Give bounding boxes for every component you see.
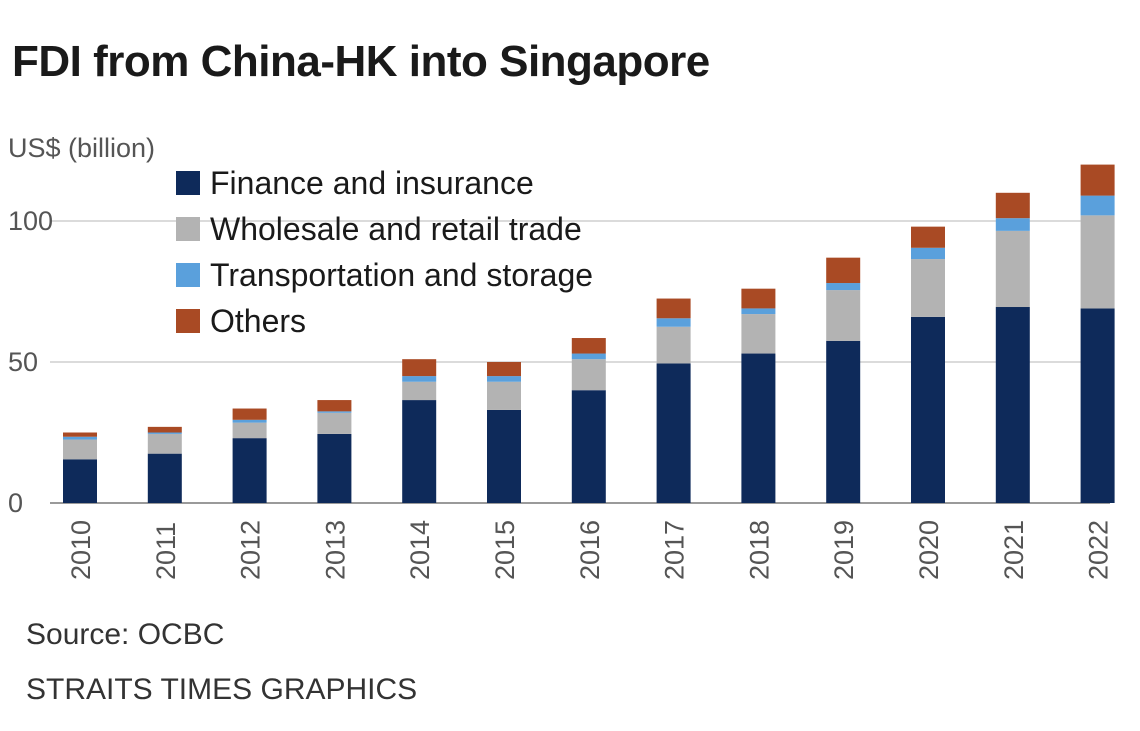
x-tick-label: 2022 <box>1084 520 1114 580</box>
source-note: Source: OCBC <box>26 618 225 651</box>
y-tick-label: 50 <box>8 347 38 377</box>
bar-segment-2022-wholesale-and-retail-trade <box>1080 215 1115 309</box>
x-tick-label: 2018 <box>744 520 774 580</box>
legend-swatch <box>176 309 200 333</box>
bar-segment-2010-finance-and-insurance <box>63 459 97 503</box>
bar-segment-2021-finance-and-insurance <box>995 307 1030 503</box>
y-tick-labels: 0 50 100 <box>8 206 53 518</box>
bar-segment-2021-others <box>995 192 1030 219</box>
legend-item: Wholesale and retail trade <box>176 206 593 252</box>
bar-segment-2017-wholesale-and-retail-trade <box>656 326 691 364</box>
x-tick-label: 2016 <box>575 520 605 580</box>
bars <box>63 164 1115 503</box>
legend-item: Transportation and storage <box>176 252 593 298</box>
x-tick-label: 2011 <box>151 522 181 580</box>
legend-swatch <box>176 171 200 195</box>
bar-segment-2010-wholesale-and-retail-trade <box>63 439 97 460</box>
bar-segment-2016-wholesale-and-retail-trade <box>571 359 606 391</box>
bar-segment-2012-others <box>232 408 267 420</box>
bar-segment-2019-wholesale-and-retail-trade <box>826 290 861 341</box>
bar-segment-2019-others <box>826 257 861 284</box>
bar-segment-2018-finance-and-insurance <box>741 353 776 503</box>
bar-segment-2014-others <box>402 359 437 377</box>
y-tick-label: 100 <box>8 206 53 236</box>
x-tick-label: 2013 <box>320 520 350 580</box>
bar-segment-2012-finance-and-insurance <box>232 438 267 503</box>
legend-label: Others <box>210 303 307 339</box>
bar-segment-2018-transportation-and-storage <box>741 308 776 315</box>
bar-segment-2016-finance-and-insurance <box>571 390 606 503</box>
legend-swatch <box>176 263 200 287</box>
legend-label: Transportation and storage <box>210 257 594 293</box>
x-tick-label: 2021 <box>999 520 1029 580</box>
x-tick-label: 2010 <box>66 520 96 580</box>
x-tick-label: 2014 <box>405 520 435 580</box>
x-tick-labels: 2010 2011 2012 2013 2014 2015 2016 2017 2018 2019… <box>66 520 1114 580</box>
chart-title: FDI from China-HK into Singapore <box>12 37 710 86</box>
y-axis-label: US$ (billion) <box>8 133 156 163</box>
bar-segment-2015-wholesale-and-retail-trade <box>487 381 521 410</box>
x-tick-label: 2019 <box>829 520 859 580</box>
bar-segment-2021-wholesale-and-retail-trade <box>995 230 1030 308</box>
bar-segment-2012-wholesale-and-retail-trade <box>232 422 267 439</box>
bar-segment-2013-transportation-and-storage <box>317 411 352 413</box>
bar-segment-2017-finance-and-insurance <box>656 363 691 503</box>
x-tick-label: 2017 <box>660 520 690 580</box>
bar-segment-2020-finance-and-insurance <box>911 316 945 503</box>
bar-segment-2019-transportation-and-storage <box>826 283 861 291</box>
x-tick-label: 2015 <box>490 520 520 580</box>
x-tick-label: 2012 <box>236 520 266 580</box>
bar-segment-2016-others <box>571 338 606 354</box>
bar-segment-2012-transportation-and-storage <box>232 419 267 423</box>
legend-item: Finance and insurance <box>176 160 593 206</box>
x-tick-label: 2020 <box>914 520 944 580</box>
bar-segment-2020-wholesale-and-retail-trade <box>911 259 945 317</box>
bar-segment-2017-transportation-and-storage <box>656 318 691 327</box>
y-tick-label: 0 <box>8 488 23 518</box>
bar-segment-2022-finance-and-insurance <box>1080 308 1115 503</box>
bar-segment-2022-transportation-and-storage <box>1080 195 1115 216</box>
bar-segment-2015-transportation-and-storage <box>487 376 521 382</box>
bar-segment-2010-transportation-and-storage <box>63 436 97 440</box>
bar-segment-2014-finance-and-insurance <box>402 400 437 503</box>
bar-segment-2014-wholesale-and-retail-trade <box>402 381 437 401</box>
bar-segment-2018-others <box>741 288 776 309</box>
graphics-credit: STRAITS TIMES GRAPHICS <box>26 673 418 706</box>
bar-segment-2011-transportation-and-storage <box>147 432 182 434</box>
bar-segment-2011-others <box>147 426 182 433</box>
bar-segment-2016-transportation-and-storage <box>571 353 606 360</box>
bar-segment-2022-others <box>1080 164 1115 196</box>
legend-item: Others <box>176 298 593 344</box>
bar-segment-2019-finance-and-insurance <box>826 340 861 503</box>
bar-segment-2021-transportation-and-storage <box>995 218 1030 231</box>
bar-segment-2010-others <box>63 432 97 437</box>
bar-segment-2013-finance-and-insurance <box>317 433 352 503</box>
bar-segment-2014-transportation-and-storage <box>402 376 437 382</box>
bar-segment-2015-others <box>487 362 521 377</box>
bar-segment-2011-wholesale-and-retail-trade <box>147 433 182 454</box>
legend: Finance and insurance Wholesale and retai… <box>176 160 593 344</box>
legend-label: Wholesale and retail trade <box>210 211 582 247</box>
bar-segment-2017-others <box>656 298 691 319</box>
bar-segment-2011-finance-and-insurance <box>147 453 182 503</box>
bar-segment-2020-transportation-and-storage <box>911 247 945 260</box>
bar-segment-2018-wholesale-and-retail-trade <box>741 314 776 354</box>
legend-swatch <box>176 217 200 241</box>
bar-segment-2013-wholesale-and-retail-trade <box>317 412 352 434</box>
bar-segment-2013-others <box>317 400 352 412</box>
bar-segment-2020-others <box>911 226 945 248</box>
legend-label: Finance and insurance <box>210 165 534 201</box>
bar-segment-2015-finance-and-insurance <box>487 409 521 503</box>
